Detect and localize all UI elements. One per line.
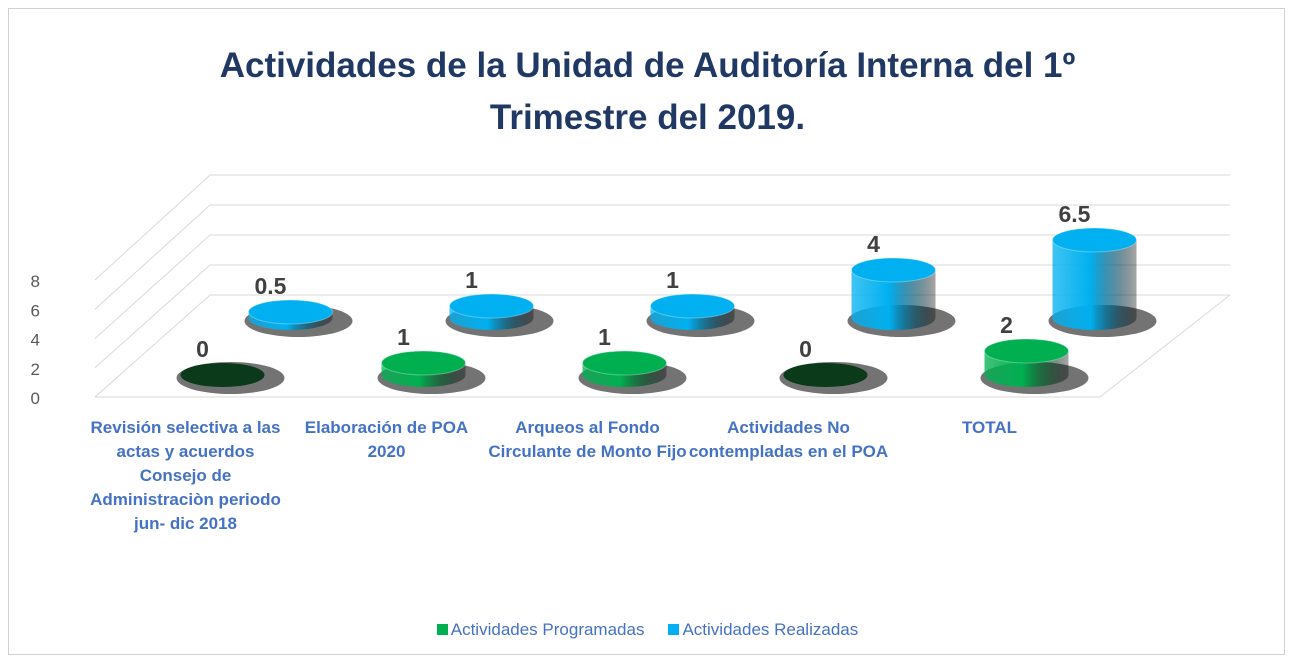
cylinder-top [449,293,534,319]
y-tick-label: 2 [31,360,40,379]
legend-item: Actividades Realizadas [668,620,858,640]
data-label: 0 [196,336,209,362]
cylinder-top [984,338,1069,364]
cylinder [449,293,534,330]
cylinder [650,293,735,330]
data-label: 6.5 [1059,201,1091,227]
data-label: 2 [1000,312,1013,338]
y-tick-label: 0 [31,389,40,408]
legend: Actividades Programadas Actividades Reali… [0,620,1295,640]
cylinder-top [248,299,333,325]
data-label: 1 [397,324,410,350]
data-label: 0 [799,336,812,362]
grid-line [94,204,1230,310]
legend-swatch [668,624,680,635]
legend-label: Actividades Realizadas [682,620,859,639]
chart-frame [8,8,1285,655]
cylinder [851,257,936,330]
grid-line [94,234,1230,339]
legend-item: Actividades Programadas [436,620,645,640]
data-label: 0.5 [255,273,287,299]
legend-label: Actividades Programadas [450,620,645,639]
cylinder [180,363,265,387]
y-tick-label: 4 [31,331,40,350]
data-label: 1 [598,324,611,350]
data-label: 1 [465,267,478,293]
grid-line [94,174,1230,281]
cylinder [783,363,868,387]
cylinder-top [582,350,667,376]
x-tick-label: TOTAL [961,418,1018,437]
cylinder-top [381,350,466,376]
x-tick-label: Elaboración de POA 2020 [304,418,469,461]
y-tick-label: 8 [31,272,40,291]
cylinder-top [650,293,735,319]
y-tick-label: 6 [31,301,40,320]
cylinder-top [180,363,265,387]
cylinder-body [1052,240,1137,330]
data-label: 4 [867,231,880,257]
cylinder-top [851,257,936,283]
cylinder [984,338,1069,387]
cylinder [381,350,466,387]
cylinder-top [1052,227,1137,253]
x-tick-label: Actividades No contempladas en el POA [688,418,889,461]
legend-swatch [436,624,448,635]
chart-title: Actividades de la Unidad de Auditoría In… [219,46,1076,137]
cylinder [582,350,667,387]
cylinder-body [851,270,936,330]
x-tick-label: Arqueos al Fondo Circulante de Monto Fij… [488,418,687,461]
cylinder [248,299,333,330]
cylinder [1052,227,1137,330]
cylinder-top [783,363,868,387]
data-label: 1 [666,267,679,293]
floor-edge [1099,294,1231,398]
x-tick-label: Revisión selectiva a las actas y acuerdo… [90,418,281,533]
